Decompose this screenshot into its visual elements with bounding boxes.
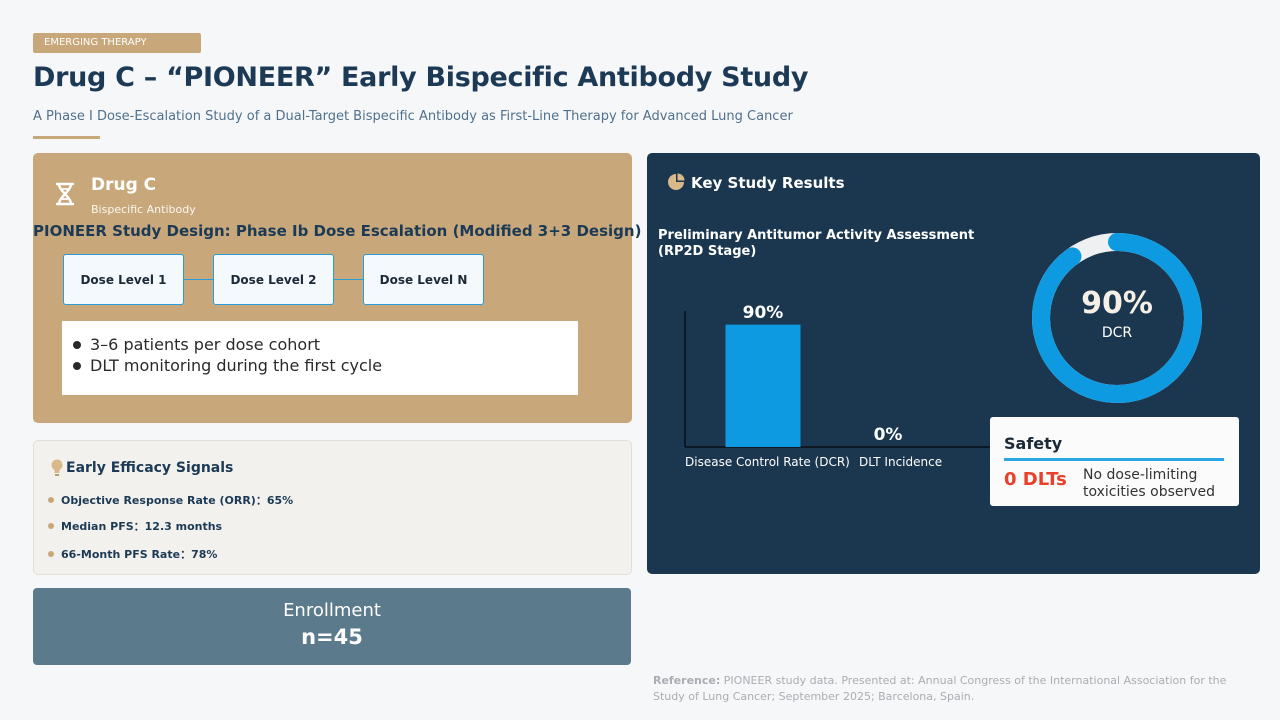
results-card: Key Study Results Preliminary Antitumor … bbox=[647, 153, 1260, 574]
bullet-dot-icon bbox=[73, 361, 81, 370]
enrollment-value: n=45 bbox=[301, 625, 363, 649]
results-title: Key Study Results bbox=[691, 174, 845, 192]
reference-label: Reference: bbox=[653, 674, 721, 687]
design-note-text: 3–6 patients per dose cohort bbox=[90, 335, 321, 354]
chart-title: Preliminary Antitumor Activity Assessmen… bbox=[658, 228, 975, 259]
page-subtitle: A Phase I Dose-Escalation Study of a Dua… bbox=[33, 109, 793, 124]
design-note-text: DLT monitoring during the first cycle bbox=[90, 356, 383, 375]
dose-level-box: Dose Level 2 bbox=[213, 254, 334, 305]
efficacy-item: Objective Response Rate (ORR)： 65% bbox=[48, 492, 293, 508]
pie-chart-icon bbox=[668, 173, 685, 190]
lightbulb-icon bbox=[51, 459, 63, 476]
design-notes: 3–6 patients per dose cohort DLT monitor… bbox=[62, 321, 578, 395]
donut-value: 90% bbox=[1081, 286, 1153, 321]
safety-description: No dose-limiting toxicities observed bbox=[1083, 467, 1216, 500]
efficacy-item-value: 12.3 months bbox=[144, 519, 223, 533]
title-underline bbox=[33, 136, 100, 139]
dose-level-box: Dose Level N bbox=[363, 254, 484, 305]
enrollment-card: Enrollment n=45 bbox=[33, 588, 631, 665]
design-note: DLT monitoring during the first cycle bbox=[73, 355, 578, 376]
design-note: 3–6 patients per dose cohort bbox=[73, 334, 578, 355]
safety-title: Safety bbox=[1004, 434, 1063, 453]
drug-card: Drug C Bispecific Antibody PIONEER Study… bbox=[33, 153, 642, 423]
bullet-dot-icon bbox=[48, 497, 54, 503]
bullet-dot-icon bbox=[48, 551, 54, 557]
drug-name: Drug C bbox=[91, 175, 157, 195]
chart-data-label: 0% bbox=[873, 425, 903, 445]
efficacy-item-label: Objective Response Rate (ORR)： bbox=[61, 494, 267, 507]
efficacy-item-value: 65% bbox=[266, 493, 294, 507]
category-tag: EMERGING THERAPY bbox=[33, 33, 201, 53]
dna-icon bbox=[55, 182, 75, 206]
chart-data-label: 90% bbox=[742, 302, 784, 323]
study-design-title: PIONEER Study Design: Phase Ib Dose Esca… bbox=[33, 222, 642, 240]
bar-chart bbox=[684, 233, 1202, 448]
dose-level-box: Dose Level 1 bbox=[63, 254, 184, 305]
chart-category-label: Disease Control Rate (DCR) bbox=[685, 455, 850, 469]
page-title: Drug C – “PIONEER” Early Bispecific Anti… bbox=[33, 62, 809, 93]
reference-text: PIONEER study data. Presented at: Annual… bbox=[653, 674, 1227, 703]
safety-dlt-count: 0 DLTs bbox=[1004, 469, 1067, 490]
safety-card: Safety 0 DLTs No dose-limiting toxicitie… bbox=[990, 417, 1239, 506]
efficacy-card: Early Efficacy Signals Objective Respons… bbox=[33, 440, 632, 575]
chart-category-label: DLT Incidence bbox=[859, 455, 943, 469]
donut-label: DCR bbox=[1101, 325, 1133, 341]
enrollment-label: Enrollment bbox=[283, 600, 381, 621]
chart-bar bbox=[725, 324, 801, 447]
efficacy-item-label: 66-Month PFS Rate： bbox=[61, 548, 192, 561]
efficacy-item: Median PFS： 12.3 months bbox=[48, 518, 222, 534]
efficacy-item: 66-Month PFS Rate： 78% bbox=[48, 546, 217, 562]
drug-type: Bispecific Antibody bbox=[91, 203, 196, 216]
bullet-dot-icon bbox=[73, 340, 81, 349]
donut-arc bbox=[1032, 233, 1202, 403]
bullet-dot-icon bbox=[48, 523, 54, 529]
efficacy-item-value: 78% bbox=[191, 547, 218, 561]
efficacy-title: Early Efficacy Signals bbox=[66, 460, 234, 476]
efficacy-item-label: Median PFS： bbox=[61, 520, 145, 533]
reference-note: Reference: PIONEER study data. Presented… bbox=[653, 673, 1253, 705]
safety-divider bbox=[1004, 458, 1224, 461]
